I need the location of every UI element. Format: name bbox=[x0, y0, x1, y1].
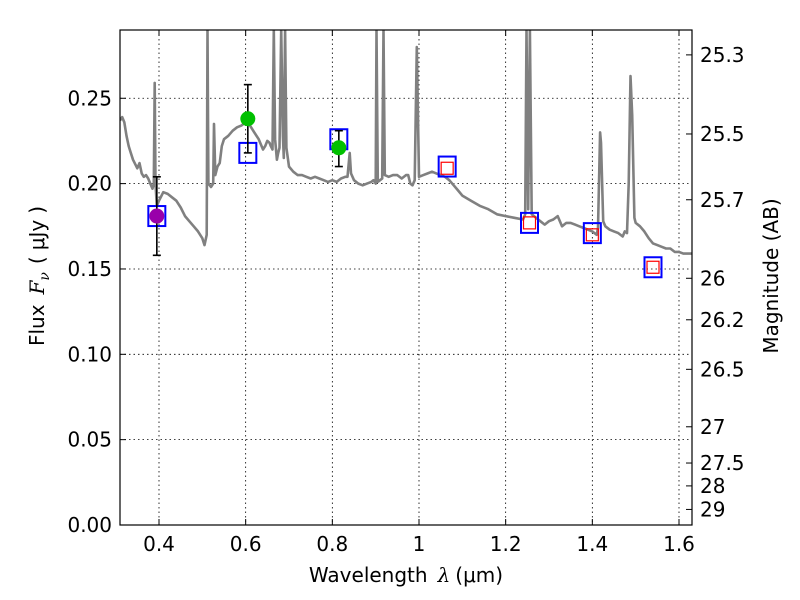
x-axis-lambda-symbol: λ bbox=[437, 563, 451, 587]
x-axis-title-text: Wavelength bbox=[309, 563, 428, 587]
y-tick-label: 0.00 bbox=[67, 513, 112, 537]
y-axis-unit: μJy bbox=[25, 220, 49, 251]
y-axis-title-text: Flux bbox=[25, 304, 49, 346]
axis-ticks: 0.4 0.6 0.8 1 1.2 1.4 1.6 0.00 0.05 0.10 0.15 0.20 0… bbox=[67, 30, 745, 556]
mag-tick-label: 29 bbox=[700, 497, 725, 521]
x-tick-label: 0.6 bbox=[230, 532, 262, 556]
y-tick-label: 0.20 bbox=[67, 172, 112, 196]
plot-frame bbox=[119, 29, 693, 526]
x-tick-label: 0.4 bbox=[143, 532, 175, 556]
y-axis-nu-subscript: ν bbox=[37, 272, 53, 281]
observed-green-point bbox=[240, 111, 256, 127]
y-axis-open-paren: ( bbox=[25, 256, 49, 264]
x-axis-unit: (μm) bbox=[455, 563, 503, 587]
model-photometry-square bbox=[643, 256, 663, 279]
plot-area bbox=[120, 30, 692, 279]
x-tick-label: 0.8 bbox=[316, 532, 348, 556]
x-axis-title: Wavelength λ (μm) bbox=[309, 563, 503, 587]
x-tick-label: 1.6 bbox=[663, 532, 695, 556]
y-tick-label: 0.15 bbox=[67, 257, 112, 281]
synthetic-photometry-square bbox=[646, 260, 660, 274]
mag-tick-label: 27.5 bbox=[700, 451, 745, 475]
model-photometry-square bbox=[582, 222, 602, 245]
model-photometry-square bbox=[520, 211, 539, 234]
model-sed-line bbox=[120, 30, 692, 255]
grid bbox=[120, 30, 692, 525]
observed-green-point bbox=[331, 140, 347, 156]
x-tick-label: 1.4 bbox=[576, 532, 608, 556]
y-tick-label: 0.10 bbox=[67, 342, 112, 366]
y-axis-f-symbol: F bbox=[25, 279, 49, 295]
synthetic-photometry-square bbox=[585, 228, 599, 242]
mag-tick-label: 25.7 bbox=[700, 188, 745, 212]
mag-tick-label: 25.5 bbox=[700, 122, 745, 146]
mag-tick-label: 26.2 bbox=[700, 308, 745, 332]
synthetic-photometry-square bbox=[440, 161, 454, 175]
mag-tick-label: 26.5 bbox=[700, 357, 745, 381]
y2-axis-title: Magnitude (AB) bbox=[759, 198, 783, 353]
mag-tick-label: 28 bbox=[700, 474, 725, 498]
x-tick-label: 1.2 bbox=[490, 532, 522, 556]
x-tick-label: 1 bbox=[413, 532, 426, 556]
observed-purple-point bbox=[149, 208, 165, 224]
y-axis-close-paren: ) bbox=[25, 206, 49, 214]
model-photometry-square bbox=[437, 155, 457, 178]
synthetic-photometry-square bbox=[522, 216, 537, 230]
y-tick-label: 0.05 bbox=[67, 428, 112, 452]
mag-tick-label: 25.3 bbox=[700, 43, 745, 67]
mag-tick-label: 26 bbox=[700, 266, 725, 290]
mag-tick-label: 27 bbox=[700, 415, 725, 439]
y-tick-label: 0.25 bbox=[67, 86, 112, 110]
y-axis-title: Flux Fν ( μJy) bbox=[25, 206, 53, 346]
